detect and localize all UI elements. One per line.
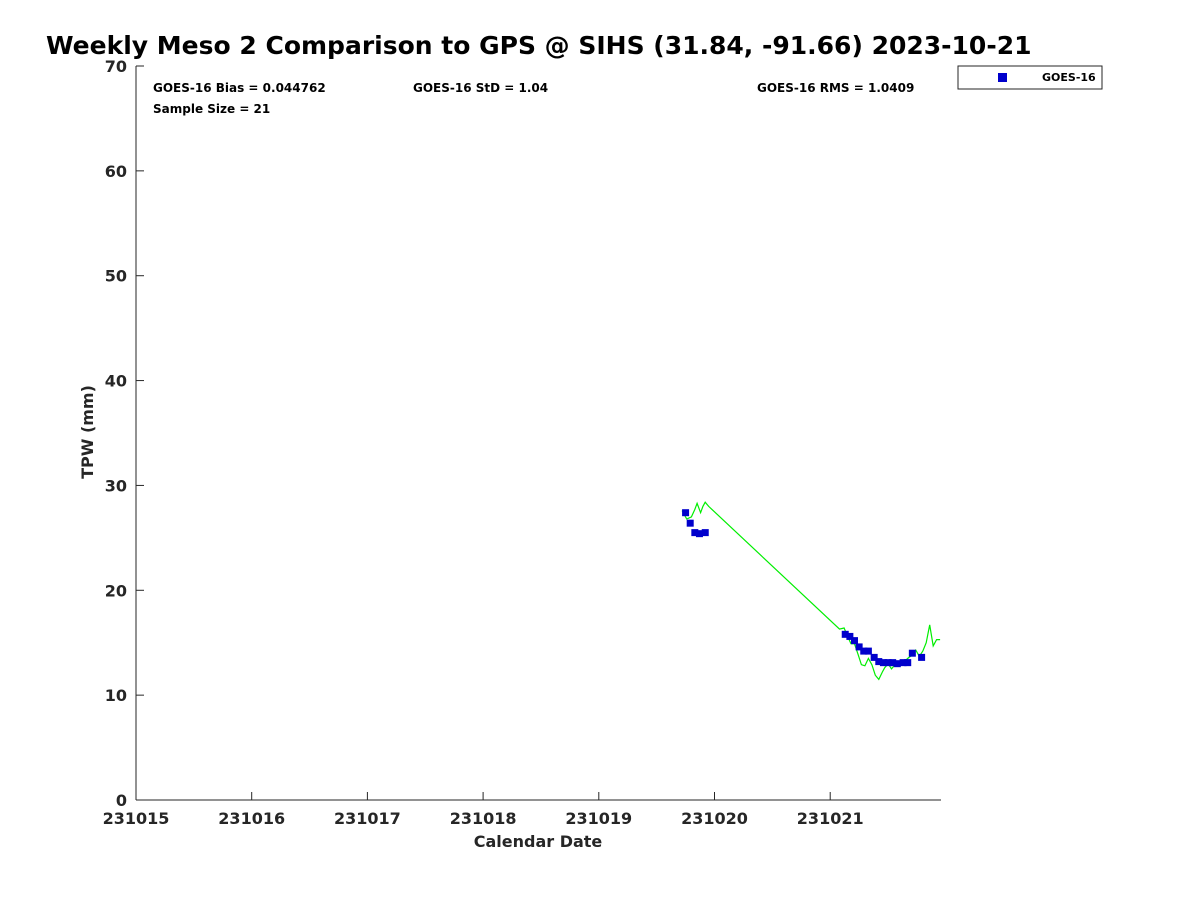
y-tick-label: 70 [105,57,127,76]
x-tick-label: 231016 [218,809,285,828]
goes-16-point [701,529,709,537]
y-tick-label: 60 [105,162,127,181]
goes-16-point [908,649,916,657]
goes-16-point [899,659,907,667]
plot-markers [682,509,926,668]
legend: GOES-16 [957,65,1103,90]
goes-16-point [870,653,878,661]
goes-16-point [889,659,897,667]
x-axis-ticks: 231015 231016 231017 231018 231019 231020 2310… [103,792,864,828]
goes-16-point [841,630,849,638]
y-tick-label: 50 [105,267,127,286]
x-tick-label: 231017 [334,809,401,828]
y-tick-label: 20 [105,581,127,600]
y-tick-label: 0 [116,791,127,810]
sample-size-stat: Sample Size = 21 [153,102,270,116]
x-tick-label: 231018 [450,809,517,828]
legend-label: GOES-16 [1042,71,1096,84]
std-stat: GOES-16 StD = 1.04 [413,81,548,95]
gps-series-line [681,501,941,681]
goes-16-point [860,647,868,655]
bias-stat: GOES-16 Bias = 0.044762 [153,81,326,95]
x-tick-label: 231015 [103,809,170,828]
y-axis-ticks: 0 10 20 30 40 50 60 70 [105,57,144,810]
goes-16-point [864,647,872,655]
y-axis-label: TPW (mm) [78,385,97,479]
legend-box [957,65,1103,90]
y-tick-label: 10 [105,686,127,705]
y-tick-label: 30 [105,476,127,495]
goes-16-point [875,658,883,666]
goes-16-point [686,519,694,527]
x-tick-label: 231019 [565,809,632,828]
goes-16-point [691,529,699,537]
x-tick-label: 231020 [681,809,748,828]
rms-stat: GOES-16 RMS = 1.0409 [757,81,914,95]
plot-lines [681,501,941,681]
y-tick-label: 40 [105,372,127,391]
goes-16-point [855,643,863,651]
goes-16-point [884,659,892,667]
goes-16-point [846,632,854,640]
goes-16-point [682,509,690,517]
x-axis-label: Calendar Date [474,832,603,851]
goes-16-point [879,659,887,667]
goes-16-point [904,659,912,667]
x-tick-label: 231021 [797,809,864,828]
chart-title: Weekly Meso 2 Comparison to GPS @ SIHS (… [46,31,1032,60]
goes-16-point [695,530,703,538]
goes-16-point [918,653,926,661]
goes-16-point [850,637,858,645]
legend-marker [998,73,1007,82]
goes-16-point [893,660,901,668]
